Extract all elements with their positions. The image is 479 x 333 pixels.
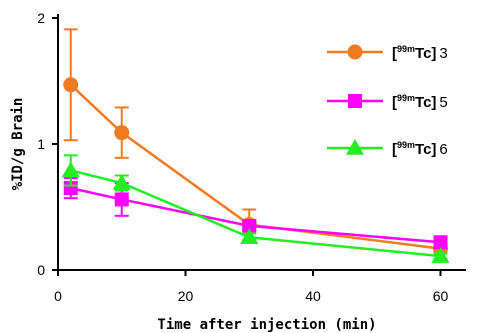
data-point [431,247,450,263]
series-6 [61,154,450,263]
data-point [114,192,129,207]
x-tick-label: 0 [54,288,62,304]
legend-swatch-marker [348,94,362,108]
data-point [112,174,131,190]
legend-label: [99mTc] 6 [392,140,448,158]
series-group [61,28,450,263]
x-axis-title: Time after injection (min) [157,317,376,333]
y-tick-label: 1 [37,136,45,152]
legend-label: [99mTc] 3 [392,44,448,62]
x-tick-label: 40 [305,288,321,304]
x-tick-label: 60 [433,288,449,304]
data-point [61,161,80,178]
data-point [433,235,448,250]
legend-label: [99mTc] 5 [392,93,448,111]
legend-item-3: [99mTc] 3 [327,44,448,62]
data-point [242,218,257,233]
y-axis-title: %ID/g Brain [10,98,26,191]
data-point [114,125,130,141]
series-line [69,83,441,250]
legend-item-5: [99mTc] 5 [327,93,448,111]
y-tick-label: 0 [37,262,45,278]
data-point [240,228,259,244]
series-line [70,169,441,258]
legend-swatch-marker [347,44,363,60]
legend: [99mTc] 3 [99mTc] 5 [99mTc] 6 [327,44,448,158]
axes-group: 0 20 40 60 0 1 2 [37,10,466,304]
y-tick-label: 2 [37,10,45,26]
legend-swatch-marker [346,139,364,155]
series-line [70,186,441,244]
legend-item-6: [99mTc] 6 [327,139,448,158]
x-tick-label: 20 [178,288,194,304]
data-point [63,77,79,93]
